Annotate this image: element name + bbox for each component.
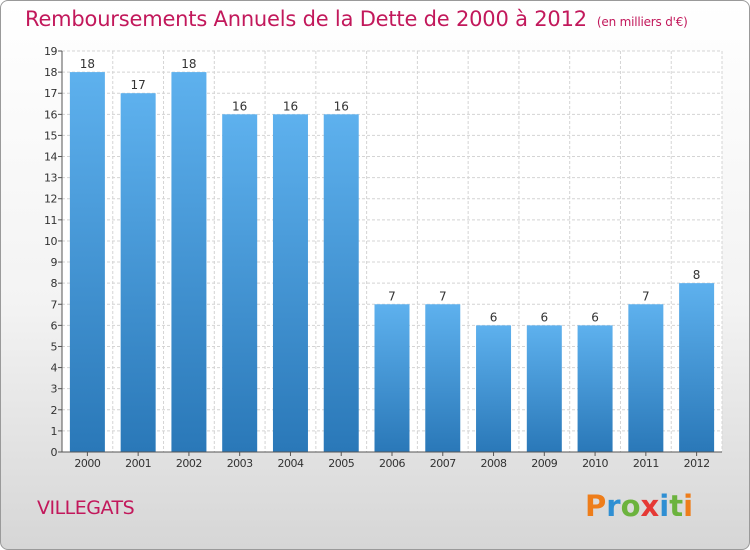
y-tick-label: 18 (44, 66, 57, 79)
logo-letter: i (659, 489, 670, 523)
bar (272, 114, 308, 452)
logo-letter: r (606, 489, 621, 523)
y-tick-label: 0 (51, 446, 58, 459)
bar (69, 72, 105, 453)
bar (374, 304, 410, 452)
y-tick-label: 12 (44, 193, 57, 206)
y-tick-label: 7 (51, 298, 58, 311)
unit-note: (en milliers d'€) (596, 15, 688, 29)
y-tick-label: 9 (51, 256, 58, 269)
data-label: 16 (334, 99, 349, 113)
logo-letter: P (585, 489, 607, 523)
x-tick-label: 2008 (481, 457, 507, 470)
data-label: 6 (591, 310, 599, 324)
y-tick-label: 3 (51, 383, 58, 396)
y-tick-label: 19 (44, 45, 57, 58)
logo-letter: x (640, 489, 660, 523)
x-tick-label: 2012 (684, 457, 710, 470)
y-tick-label: 14 (44, 151, 57, 164)
bar (577, 325, 613, 452)
bar (679, 283, 715, 452)
y-tick-label: 5 (51, 340, 58, 353)
data-label: 18 (80, 57, 95, 71)
x-tick-label: 2009 (531, 457, 557, 470)
proxiti-logo: Proxiti (585, 489, 693, 523)
y-tick-label: 2 (51, 404, 58, 417)
y-tick-label: 4 (51, 362, 58, 375)
bar (628, 304, 664, 452)
x-tick-label: 2005 (328, 457, 354, 470)
y-tick-label: 16 (44, 108, 57, 121)
x-tick-label: 2003 (227, 457, 253, 470)
y-tick-label: 11 (44, 214, 57, 227)
y-tick-label: 17 (44, 87, 57, 100)
bar (222, 114, 258, 452)
data-label: 6 (490, 310, 498, 324)
data-label: 16 (283, 99, 298, 113)
y-tick-label: 15 (44, 129, 57, 142)
logo-letter: t (669, 489, 684, 523)
bar (323, 114, 359, 452)
x-tick-label: 2011 (633, 457, 659, 470)
y-tick-label: 13 (44, 172, 57, 185)
x-tick-label: 2001 (125, 457, 151, 470)
x-tick-label: 2007 (430, 457, 456, 470)
y-tick-label: 10 (44, 235, 57, 248)
bar (476, 325, 512, 452)
x-tick-label: 2006 (379, 457, 405, 470)
data-label: 16 (232, 99, 247, 113)
data-label: 7 (642, 289, 650, 303)
y-tick-label: 1 (51, 425, 58, 438)
bar (171, 72, 207, 453)
x-tick-label: 2010 (582, 457, 608, 470)
commune-name: VILLEGATS (37, 497, 135, 519)
data-label: 17 (131, 78, 146, 92)
data-label: 7 (388, 289, 396, 303)
y-tick-label: 6 (51, 319, 58, 332)
bar (120, 93, 156, 453)
data-label: 8 (693, 268, 701, 282)
x-tick-label: 2004 (277, 457, 303, 470)
bar (526, 325, 562, 452)
x-tick-label: 2000 (74, 457, 100, 470)
chart-title-text: Remboursements Annuels de la Dette de 20… (25, 7, 587, 31)
y-tick-label: 8 (51, 277, 58, 290)
bar (425, 304, 461, 452)
data-label: 18 (181, 57, 196, 71)
logo-letter: o (620, 489, 641, 523)
data-label: 6 (540, 310, 548, 324)
x-tick-label: 2002 (176, 457, 202, 470)
data-label: 7 (439, 289, 447, 303)
logo-letter: i (683, 489, 694, 523)
chart-title: Remboursements Annuels de la Dette de 20… (25, 7, 688, 31)
